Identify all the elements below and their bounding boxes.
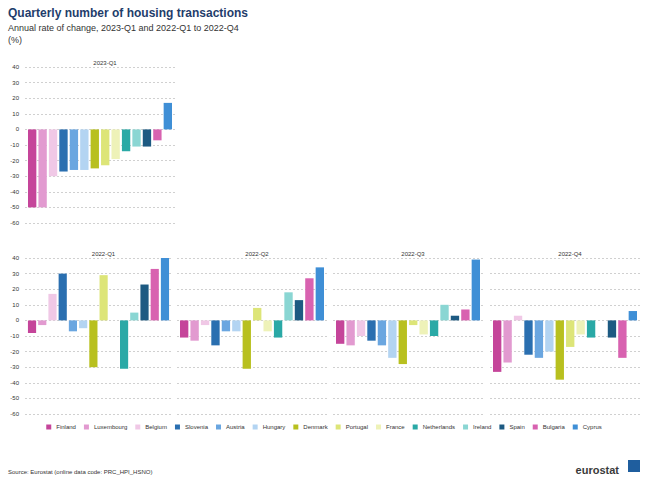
svg-text:France: France [386, 424, 405, 430]
svg-text:Austria: Austria [226, 424, 245, 430]
svg-text:-10: -10 [10, 333, 19, 339]
svg-text:Ireland: Ireland [473, 424, 491, 430]
svg-text:-50: -50 [10, 204, 19, 210]
svg-text:Denmark: Denmark [303, 424, 328, 430]
svg-text:-50: -50 [10, 395, 19, 401]
svg-text:Bulgaria: Bulgaria [543, 424, 566, 430]
svg-text:Belgium: Belgium [145, 424, 167, 430]
svg-text:Source: Eurostat (online data: Source: Eurostat (online data code: PRC_… [8, 469, 152, 475]
svg-text:2023-Q1: 2023-Q1 [93, 60, 117, 66]
svg-text:20: 20 [12, 286, 19, 292]
svg-text:-10: -10 [10, 142, 19, 148]
svg-text:Finland: Finland [56, 424, 76, 430]
svg-text:-40: -40 [10, 189, 19, 195]
svg-text:Slovenia: Slovenia [185, 424, 209, 430]
svg-text:0: 0 [16, 126, 20, 132]
svg-text:Hungary: Hungary [263, 424, 286, 430]
svg-text:-20: -20 [10, 158, 19, 164]
svg-text:(%): (%) [8, 35, 22, 45]
svg-text:30: 30 [12, 271, 19, 277]
svg-text:40: 40 [12, 64, 19, 70]
svg-text:-40: -40 [10, 380, 19, 386]
svg-text:10: 10 [12, 302, 19, 308]
svg-text:Portugal: Portugal [346, 424, 368, 430]
svg-text:2022-Q1: 2022-Q1 [92, 251, 116, 257]
svg-text:-60: -60 [10, 220, 19, 226]
svg-text:20: 20 [12, 95, 19, 101]
svg-text:0: 0 [16, 317, 20, 323]
svg-text:2022-Q4: 2022-Q4 [558, 251, 582, 257]
svg-text:30: 30 [12, 80, 19, 86]
svg-text:2022-Q2: 2022-Q2 [245, 251, 269, 257]
svg-text:-20: -20 [10, 349, 19, 355]
svg-text:Luxembourg: Luxembourg [94, 424, 127, 430]
svg-text:eurostat: eurostat [576, 464, 620, 476]
svg-text:Spain: Spain [509, 424, 524, 430]
svg-text:Annual rate of change, 2023-Q1: Annual rate of change, 2023-Q1 and 2022-… [8, 23, 239, 33]
svg-text:-60: -60 [10, 411, 19, 417]
svg-text:10: 10 [12, 111, 19, 117]
svg-text:Netherlands: Netherlands [423, 424, 455, 430]
svg-text:-30: -30 [10, 364, 19, 370]
svg-text:2022-Q3: 2022-Q3 [401, 251, 425, 257]
svg-text:Cyprus: Cyprus [583, 424, 602, 430]
svg-text:-30: -30 [10, 173, 19, 179]
svg-text:40: 40 [12, 255, 19, 261]
svg-text:Quarterly number of housing tr: Quarterly number of housing transactions [8, 6, 248, 20]
